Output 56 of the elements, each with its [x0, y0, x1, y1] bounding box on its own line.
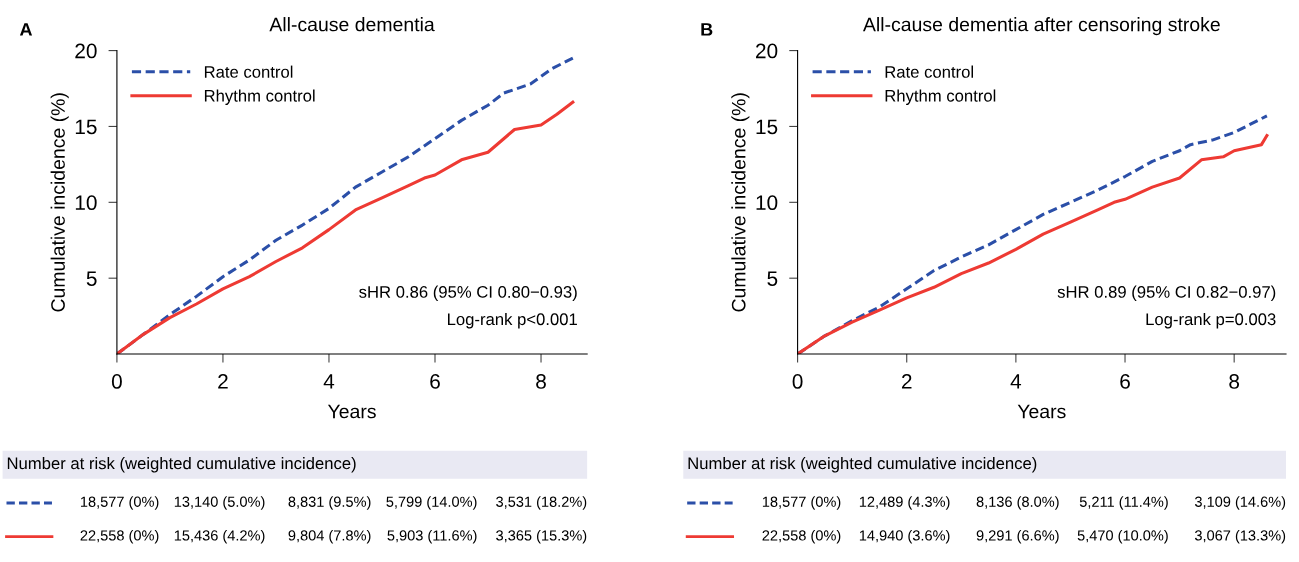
x-tick-label: 2 [218, 374, 228, 389]
annotation: Log-rank p=0.003 [1146, 312, 1276, 329]
text: 3,365 (15.3%) [496, 529, 587, 544]
x-axis-title: Years [1017, 404, 1066, 419]
chart-title: All-cause dementia after censoring stroke [862, 17, 1220, 36]
text: 22,558 (0%) [80, 529, 159, 544]
text: A [19, 23, 33, 36]
text: Number at risk (weighted cumulative incidence) [688, 457, 1037, 473]
y-axis-title: Cumulative incidence (%) [50, 93, 69, 312]
x-tick-label: 4 [323, 374, 335, 389]
y-axis-title: Cumulative incidence (%) [731, 93, 750, 312]
annotation: Log-rank p<0.001 [448, 312, 577, 329]
text: 9,804 (7.8%) [288, 529, 371, 544]
text: 12,489 (4.3%) [859, 496, 950, 510]
legend-label: Rhythm control [204, 89, 315, 105]
text: 18,577 (0%) [80, 496, 159, 510]
text: 5,470 (10.0%) [1077, 529, 1168, 544]
x-tick-label: 8 [1229, 374, 1240, 389]
text: 18,577 (0%) [762, 496, 841, 510]
chart-title: All-cause dementia [269, 17, 435, 32]
text: 14,940 (3.6%) [859, 529, 950, 544]
text: 5,799 (14.0%) [386, 496, 477, 510]
y-tick-label: 5 [86, 271, 97, 286]
x-tick-label: 6 [1120, 374, 1130, 389]
legend-label: Rate control [885, 65, 973, 78]
text: 8,136 (8.0%) [976, 496, 1059, 510]
text: 5,211 (11.4%) [1079, 496, 1168, 510]
y-tick-label: 15 [75, 119, 97, 135]
x-tick-label: 2 [901, 374, 912, 389]
text: 22,558 (0%) [762, 529, 841, 544]
text: 15,436 (4.2%) [174, 529, 265, 544]
text: 3,531 (18.2%) [496, 496, 587, 510]
x-tick-label: 6 [430, 374, 440, 389]
text: 8,831 (9.5%) [288, 496, 371, 510]
annotation: sHR 0.86 (95% CI 0.80−0.93) [359, 285, 577, 302]
y-tick-label: 5 [767, 271, 778, 286]
x-tick-label: 0 [792, 374, 803, 389]
x-axis-title: Years [327, 404, 376, 419]
legend-label: Rate control [204, 65, 293, 78]
text: B [701, 23, 713, 36]
annotation: sHR 0.89 (95% CI 0.82−0.97) [1057, 285, 1276, 302]
text: 3,067 (13.3%) [1194, 529, 1286, 544]
x-tick-label: 8 [536, 374, 546, 389]
y-tick-label: 15 [756, 119, 778, 135]
legend-label: Rhythm control [885, 89, 996, 105]
y-tick-label: 10 [756, 195, 778, 211]
y-tick-label: 10 [75, 195, 97, 211]
text: 9,291 (6.6%) [976, 529, 1059, 544]
text: 5,903 (11.6%) [387, 529, 477, 544]
y-tick-label: 20 [75, 43, 97, 59]
text: Number at risk (weighted cumulative incidence) [7, 457, 356, 473]
text: 3,109 (14.6%) [1194, 496, 1286, 510]
text: 13,140 (5.0%) [174, 496, 265, 510]
y-tick-label: 20 [756, 43, 778, 59]
x-tick-label: 0 [111, 374, 122, 389]
x-tick-label: 4 [1010, 374, 1022, 389]
